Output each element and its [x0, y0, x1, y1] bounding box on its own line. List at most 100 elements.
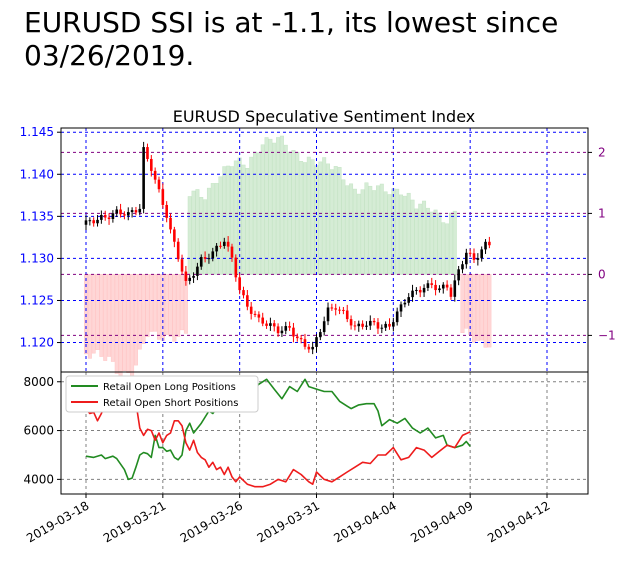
- candle-body: [292, 327, 295, 337]
- ssi-bar: [375, 185, 380, 275]
- positions-axis-ticks: 4000 6000 8000: [23, 375, 61, 486]
- candle-body: [418, 289, 422, 293]
- candle-body: [211, 251, 215, 259]
- candle-body: [146, 147, 149, 159]
- price-axis-ticks: 1.120 1.125 1.130 1.135 1.140 1.145: [20, 125, 61, 350]
- candle-body: [272, 323, 276, 327]
- ssi-bar: [433, 209, 438, 275]
- candle-body: [384, 323, 387, 328]
- candle-body: [288, 326, 291, 328]
- date-tick-label: 2019-04-12: [485, 498, 552, 545]
- candlesticks: [84, 141, 491, 355]
- candle-body: [472, 253, 476, 260]
- candle-body: [422, 287, 426, 293]
- candle-body: [100, 214, 103, 220]
- candle-body: [234, 257, 238, 278]
- ssi-bar: [95, 274, 100, 350]
- ssi-bar: [172, 274, 177, 342]
- candle-body: [326, 307, 330, 322]
- ssi-bar: [483, 274, 488, 348]
- candle-body: [107, 217, 111, 220]
- candle-body: [311, 346, 314, 350]
- candle-body: [457, 269, 460, 281]
- ssi-bar: [445, 223, 450, 275]
- price-tick-label: 1.120: [20, 336, 54, 350]
- ssi-bar: [383, 191, 388, 275]
- candle-body: [484, 241, 487, 250]
- legend-short-label: Retail Open Short Positions: [103, 398, 238, 409]
- candle-body: [126, 212, 130, 216]
- candle-body: [253, 313, 257, 315]
- ssi-bar: [291, 150, 296, 275]
- candle-body: [488, 241, 491, 246]
- candle-body: [403, 302, 407, 305]
- candle-body: [307, 346, 311, 350]
- ssi-tick-label: 1: [598, 206, 606, 220]
- candle-body: [246, 295, 249, 307]
- candle-body: [319, 332, 322, 338]
- ssi-tick-label: 0: [598, 267, 606, 281]
- candle-body: [353, 325, 357, 327]
- date-tick-label: 2019-03-18: [24, 498, 91, 545]
- ssi-bar: [341, 179, 346, 275]
- candle-body: [303, 339, 307, 347]
- price-tick-label: 1.135: [20, 209, 54, 223]
- ssi-bar: [141, 274, 146, 344]
- candle-body: [138, 208, 142, 213]
- ssi-bar: [333, 166, 338, 275]
- ssi-bar: [345, 185, 350, 275]
- candle-body: [342, 309, 345, 311]
- ssi-bar: [276, 137, 281, 275]
- ssi-tick-label: 2: [598, 145, 606, 159]
- candle-body: [322, 321, 326, 333]
- ssi-bar: [118, 274, 123, 378]
- candle-body: [365, 325, 368, 327]
- ssi-bar: [110, 274, 115, 362]
- ssi-bar: [206, 187, 211, 275]
- candle-body: [192, 275, 195, 278]
- ssi-bar: [422, 200, 427, 275]
- candle-body: [88, 220, 92, 222]
- candle-body: [257, 314, 261, 318]
- ssi-bar: [464, 274, 469, 329]
- date-tick-label: 2019-04-09: [408, 498, 475, 545]
- ssi-tick-label: −1: [598, 328, 616, 342]
- price-tick-label: 1.140: [20, 167, 54, 181]
- ssi-bar: [279, 135, 284, 275]
- ssi-bar: [395, 188, 400, 275]
- ssi-bar: [180, 274, 185, 331]
- candle-body: [207, 258, 211, 260]
- candle-body: [173, 229, 176, 242]
- candle-body: [415, 289, 418, 291]
- ssi-bar: [418, 203, 423, 275]
- candle-body: [230, 246, 234, 258]
- candle-body: [361, 323, 364, 327]
- ssi-bar: [272, 142, 277, 275]
- ssi-bar: [379, 183, 384, 275]
- candle-body: [476, 258, 480, 260]
- positions-tick-label: 6000: [23, 424, 54, 438]
- ssi-bar: [487, 274, 492, 348]
- ssi-bar: [472, 274, 476, 343]
- ssi-bar: [107, 274, 112, 357]
- candle-body: [426, 283, 430, 288]
- ssi-bar: [372, 190, 377, 275]
- candle-body: [203, 257, 207, 259]
- candle-body: [388, 323, 391, 327]
- candle-body: [188, 277, 192, 281]
- ssi-bar: [479, 274, 484, 341]
- candle-body: [411, 290, 414, 298]
- chart-title: EURUSD Speculative Sentiment Index: [173, 107, 476, 126]
- candle-body: [123, 214, 126, 216]
- ssi-bar: [352, 188, 357, 275]
- positions-tick-label: 8000: [23, 375, 54, 389]
- candle-body: [430, 283, 434, 285]
- candle-body: [380, 327, 384, 329]
- date-tick-label: 2019-03-31: [255, 498, 322, 545]
- candle-body: [461, 264, 464, 270]
- candle-body: [392, 322, 395, 327]
- candle-body: [165, 204, 168, 218]
- candle-body: [295, 336, 299, 339]
